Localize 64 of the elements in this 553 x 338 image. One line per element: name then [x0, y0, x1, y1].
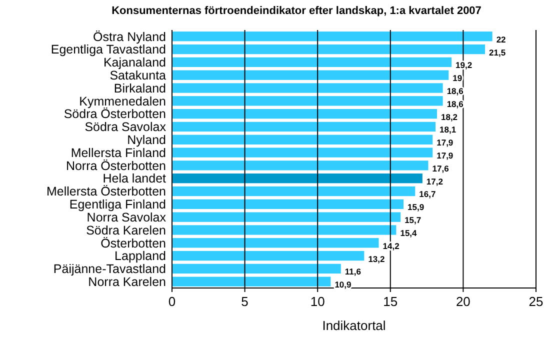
x-tick-label: 5	[241, 294, 248, 309]
data-label: 13,2	[368, 254, 386, 264]
data-label: 21,5	[489, 47, 506, 58]
bar	[172, 32, 492, 42]
bar	[172, 186, 416, 196]
y-tick-label: Österbotten	[100, 236, 166, 250]
bar	[172, 160, 428, 170]
bar	[172, 44, 486, 54]
y-tick-label: Norra Savolax	[86, 210, 167, 224]
data-label: 16,7	[419, 189, 436, 200]
data-label: 11,6	[344, 266, 362, 277]
y-tick-label: Södra Savolax	[84, 120, 167, 134]
bar	[172, 134, 433, 144]
data-label: 15,9	[408, 202, 424, 212]
chart-title: Konsumenternas förtroendeindikator efter landskap, 1:a kvartalet 2007	[112, 5, 482, 17]
x-tick-label: 0	[168, 294, 176, 309]
y-tick-label: Kymmenedalen	[79, 94, 166, 108]
bar	[172, 70, 449, 80]
bar	[172, 108, 437, 119]
y-tick-label: Hela landet	[102, 172, 167, 186]
data-label: 18,1	[440, 124, 456, 135]
data-label: 17,9	[436, 150, 454, 161]
y-tick-label: Kajanaland	[103, 56, 166, 70]
bar	[172, 238, 379, 248]
y-tick-label: Norra Österbotten	[66, 158, 166, 173]
data-label: 19	[452, 73, 462, 84]
data-label: 10,9	[334, 280, 352, 290]
bar	[172, 83, 443, 93]
data-label: 17,9	[436, 138, 454, 148]
y-tick-label: Södra Österbotten	[64, 107, 166, 122]
data-label: 18,2	[440, 112, 458, 122]
bar	[172, 212, 401, 222]
x-axis-title: Indikatortal	[322, 318, 386, 333]
x-tick-label: 15	[383, 294, 398, 309]
bar	[172, 250, 364, 261]
y-tick-label: Satakunta	[110, 68, 166, 82]
y-tick-label: Östra Nyland	[93, 30, 166, 44]
bar	[172, 122, 436, 132]
y-tick-label: Mellersta Finland	[70, 146, 166, 160]
bar	[172, 174, 422, 184]
x-tick-label: 25	[528, 294, 544, 309]
bar	[172, 96, 443, 106]
y-tick-label: Päijänne-Tavastland	[53, 262, 166, 276]
y-tick-label: Norra Karelen	[88, 274, 166, 289]
bar	[172, 264, 341, 274]
y-tick-label: Birkaland	[114, 81, 166, 96]
bar	[172, 276, 331, 286]
y-tick-label: Nyland	[127, 133, 166, 148]
x-tick-label: 10	[310, 294, 325, 309]
data-label: 17,6	[432, 163, 450, 174]
bar	[172, 57, 452, 68]
data-label: 17,2	[426, 176, 444, 186]
data-label: 22	[496, 34, 506, 44]
x-tick-label: 20	[456, 294, 470, 309]
y-tick-label: Egentliga Finland	[69, 198, 166, 212]
y-tick-label: Södra Karelen	[86, 223, 166, 238]
bar	[172, 225, 396, 235]
data-label: 15,7	[404, 215, 422, 226]
bar	[172, 199, 404, 210]
data-label: 15,4	[400, 228, 418, 238]
y-tick-label: Egentliga Tavastland	[50, 42, 166, 57]
y-tick-label: Lappland	[114, 249, 166, 264]
y-tick-label: Mellersta Österbotten	[46, 184, 166, 199]
bar	[172, 148, 433, 158]
